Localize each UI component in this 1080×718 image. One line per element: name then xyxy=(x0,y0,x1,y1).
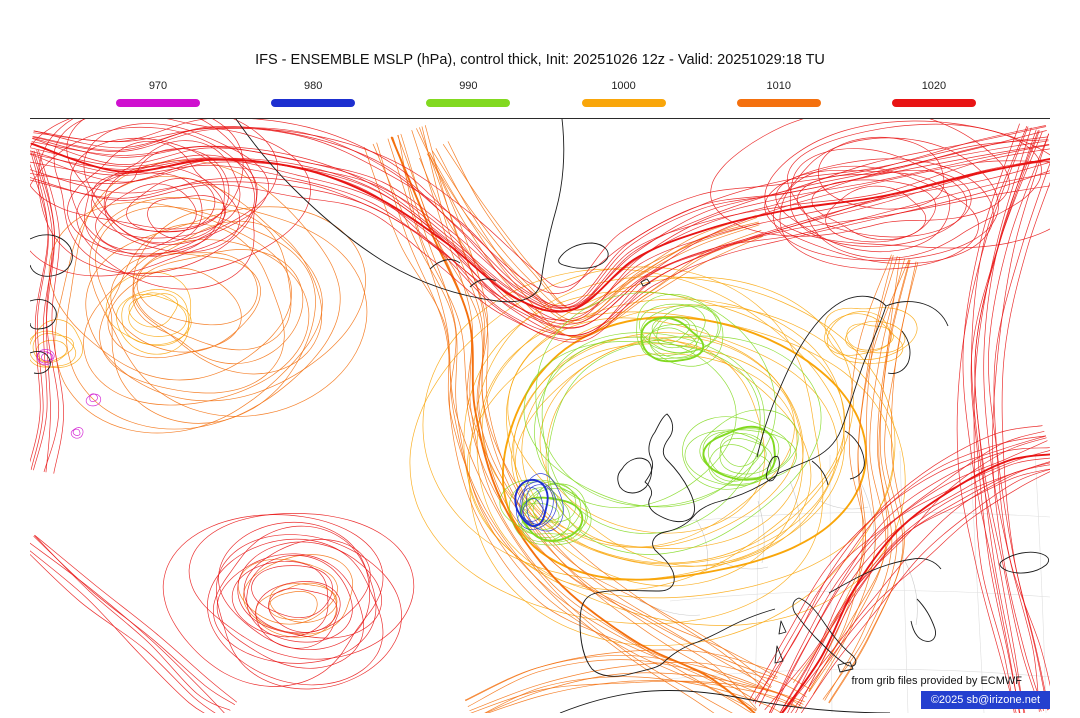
legend-item-1020: 1020 xyxy=(888,80,980,107)
contour-group-970 xyxy=(70,427,84,439)
contour-group-1000 xyxy=(824,307,918,364)
legend-label: 1000 xyxy=(611,80,636,92)
contour-group-1010 xyxy=(464,649,811,713)
legend-label: 1010 xyxy=(766,80,791,92)
contour-group-980 xyxy=(514,473,564,532)
contour-group-1020 xyxy=(30,534,237,713)
ensemble-contours xyxy=(30,119,1050,713)
country-borders xyxy=(639,480,918,626)
contour-group-990 xyxy=(682,409,799,490)
legend-label: 990 xyxy=(459,80,478,92)
copyright-badge: ©2025 sb@irizone.net xyxy=(920,691,1050,709)
contour-group-1020 xyxy=(710,119,1050,270)
mslp-spaghetti-map xyxy=(30,119,1050,713)
contour-group-1020 xyxy=(956,123,1050,713)
contour-group-1020 xyxy=(162,513,415,690)
chart-title: IFS - ENSEMBLE MSLP (hPa), control thick… xyxy=(255,52,825,68)
legend-label: 970 xyxy=(148,80,168,92)
legend-color-bar xyxy=(581,99,666,107)
legend-color-bar xyxy=(271,99,356,107)
graticule xyxy=(649,450,1050,713)
contour-group-1000 xyxy=(105,271,192,355)
contour-group-1020 xyxy=(749,425,1050,713)
legend-item-970: 970 xyxy=(112,80,204,107)
legend-item-990: 990 xyxy=(422,80,514,107)
contour-group-1020 xyxy=(30,149,64,474)
contour-group-990 xyxy=(636,293,724,367)
pressure-legend: 970 980 990 1000 1010 1020 xyxy=(112,80,980,107)
legend-label: 980 xyxy=(304,80,323,92)
legend-color-bar xyxy=(426,99,511,107)
contour-group-1010 xyxy=(48,160,368,434)
contour-group-990 xyxy=(523,292,822,555)
legend-color-bar xyxy=(736,99,821,107)
coastlines xyxy=(30,119,1050,713)
legend-label: 1020 xyxy=(921,80,947,92)
legend-color-bar xyxy=(116,99,200,107)
contour-group-1020 xyxy=(30,119,1050,343)
legend-item-1000: 1000 xyxy=(578,80,670,107)
legend-item-1010: 1010 xyxy=(733,80,825,107)
contour-group-970 xyxy=(85,393,102,407)
contour-group-1010 xyxy=(793,254,919,704)
legend-color-bar xyxy=(891,99,976,107)
legend-item-980: 980 xyxy=(267,80,359,107)
data-source-credit: from grib files provided by ECMWF xyxy=(851,675,1022,687)
map-area: from grib files provided by ECMWF ©2025 … xyxy=(30,118,1050,713)
